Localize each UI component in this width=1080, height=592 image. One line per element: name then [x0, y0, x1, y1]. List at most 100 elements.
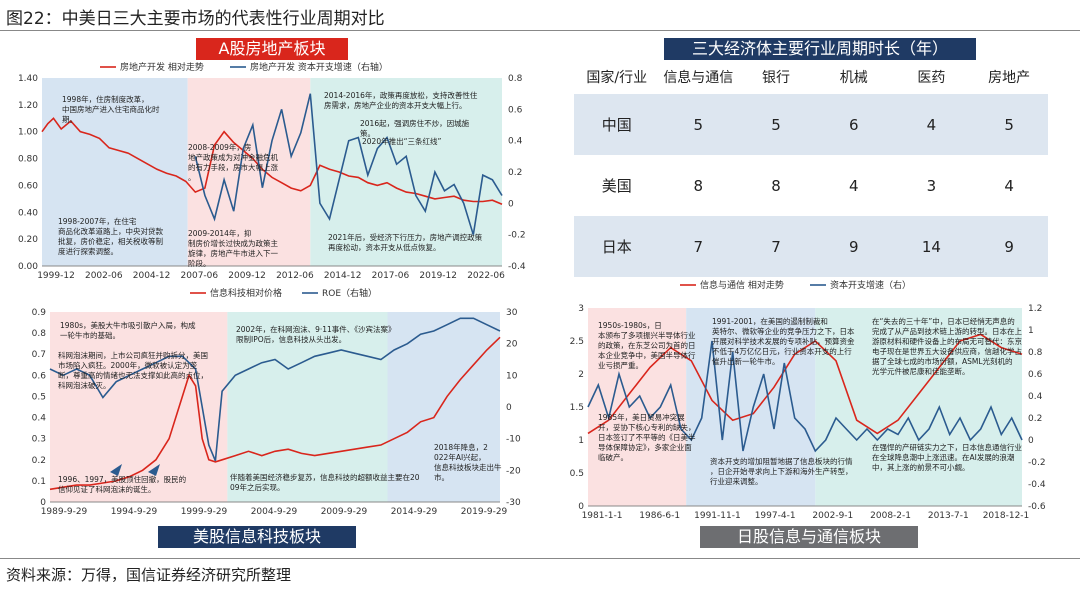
legend-label-1: 资本开支增速（右）	[830, 279, 911, 291]
y-right-tick: -30	[506, 498, 521, 508]
table-cell: 日本	[601, 238, 632, 256]
y-left-tick: 0.6	[32, 371, 47, 381]
table-header-cell: 医药	[917, 70, 946, 86]
y-left-tick: 3	[578, 304, 584, 314]
figure-title: 图22：中美日三大主要市场的代表性行业周期对比	[6, 9, 385, 29]
y-right-tick: 1.2	[1028, 304, 1042, 314]
annotation-5: 2018年降息，2 022年AI兴起，信息科技板块走出牛市。	[434, 442, 502, 482]
banner-jp-it: 日股信息与通信板块	[700, 526, 918, 548]
annotation-6: 2020年推出“三条红线”	[362, 136, 441, 146]
x-tick: 2002-06	[85, 271, 123, 281]
annotation-2: 1991-2001，在美国的遏制制裁和英特尔、微软等企业的竞争压力之下，日本开展…	[712, 316, 855, 366]
y-left-tick: 0.3	[32, 435, 46, 445]
table-cell: 8	[771, 176, 781, 195]
y-left-tick: 1.00	[18, 128, 38, 138]
table-cell: 5	[1004, 115, 1014, 134]
x-tick: 2009-9-29	[321, 507, 368, 517]
annotation-4: 在“失去的三十年”中，日本已经悄无声息的完成了从产品到技术链上游的转型。日本在上…	[872, 316, 1022, 376]
annotation-1: 1998-2007年，在住宅商品化改革道路上，中央对贷款批复，房价稳定，相关税收…	[58, 216, 163, 256]
y-right-tick: -0.2	[508, 231, 526, 241]
x-tick: 2007-06	[181, 271, 219, 281]
y-right-tick: 0	[1028, 436, 1034, 446]
annotation-3: 资本开支的增加阻暂地据了信息板块的行情，日企开始寻求向上下游和海外生产转型，行业…	[710, 456, 853, 486]
table-header-cell: 机械	[839, 70, 868, 86]
y-left-tick: 2.5	[570, 337, 584, 347]
arrow-1997	[148, 464, 160, 476]
y-left-tick: 0.9	[32, 308, 47, 318]
chart-a-share-real-estate: 1.401.201.000.800.600.400.200.000.80.60.…	[18, 61, 526, 281]
y-right-tick: 0.2	[1028, 414, 1042, 424]
period-band-1	[227, 312, 388, 502]
annotation-3: 2009-2014年，抑制房价增长过快成为政策主旋律，房地产牛市进入下一阶段。	[188, 228, 278, 268]
x-tick: 2013-7-1	[928, 511, 969, 521]
x-tick: 1989-9-29	[41, 507, 88, 517]
y-left-tick: 0	[40, 498, 46, 508]
source-note: 资料来源：万得，国信证券经济研究所整理	[6, 566, 292, 584]
annotation-0: 1998年，住房制度改革，中国房地产进入住宅商品化时期。	[62, 94, 160, 124]
period-band-0	[50, 312, 228, 502]
y-left-tick: 1.20	[18, 101, 38, 111]
x-tick: 1999-12	[37, 271, 75, 281]
period-band-1	[686, 308, 816, 506]
legend-label-1: ROE（右轴）	[322, 287, 377, 299]
series-line-0	[41, 117, 503, 205]
table-cell: 4	[926, 115, 937, 134]
annotation-4: 2014-2016年，政策再度放松，支持改善性住房需求，房地产企业的资本开支大幅…	[324, 90, 478, 110]
y-left-tick: 0.7	[32, 350, 46, 360]
bottom-rule	[0, 558, 1080, 559]
y-left-tick: 0.60	[18, 181, 38, 191]
banner-a-share: A股房地产板块	[196, 38, 348, 60]
table-cell: 5	[693, 115, 704, 134]
table-cell: 3	[926, 176, 937, 195]
y-left-tick: 2	[578, 370, 584, 380]
y-left-tick: 0.80	[18, 155, 38, 165]
arrow-1996	[110, 464, 122, 476]
chart-us-it: 0.9 0.8 0.7 0.6 0.5 0.4 0.3 0.2 0.1 0 30 20 10 0 -10 -2…	[32, 287, 521, 517]
y-left-tick: 0.4	[32, 414, 47, 424]
y-left-tick: 0.8	[32, 329, 47, 339]
table-cell: 9	[848, 237, 859, 256]
y-right-tick: 0.6	[1028, 370, 1043, 380]
y-right-tick: -0.4	[508, 262, 526, 272]
y-left-tick: 1.5	[570, 403, 584, 413]
table-cell: 美国	[601, 177, 632, 195]
y-left-tick: 0.5	[32, 392, 46, 402]
x-tick: 2004-12	[133, 271, 171, 281]
y-right-tick: 30	[506, 308, 518, 318]
y-right-tick: 0.4	[508, 137, 523, 147]
x-tick: 2019-9-29	[461, 507, 508, 517]
table-row: 日本 7 7 9 14 9	[574, 216, 1048, 277]
table-row: 美国 8 8 4 3 4	[574, 155, 1048, 216]
annotation-5: 2016起，强调房住不炒，因城施策。	[360, 118, 470, 138]
table-cell: 4	[848, 176, 859, 195]
y-right-tick: 1	[1028, 326, 1034, 336]
x-tick: 2017-06	[372, 271, 410, 281]
series-line-0	[49, 336, 501, 491]
x-tick: 2014-12	[324, 271, 362, 281]
y-right-tick: -0.4	[1028, 480, 1046, 490]
annotation-0: 1980s，美股大牛市吸引散户入局，构成一轮牛市的基础。	[60, 320, 196, 340]
table-header-cell: 银行	[762, 70, 791, 86]
table-cell: 5	[771, 115, 781, 134]
x-tick: 2018-12-1	[983, 511, 1030, 521]
annotation-4: 伴随着美国经济稳步复苏，信息科技的超额收益主要在20 09年之后实现。	[230, 472, 420, 492]
series-line-1	[587, 340, 1023, 453]
table-cell: 4	[1004, 176, 1014, 195]
x-tick: 1999-9-29	[181, 507, 228, 517]
y-left-tick: 0.2	[32, 456, 46, 466]
y-right-tick: -0.2	[1028, 458, 1046, 468]
y-right-tick: -20	[506, 466, 521, 476]
y-right-tick: 0	[506, 403, 512, 413]
legend-label-0: 房地产开发 相对走势	[120, 61, 204, 73]
x-tick: 2002-9-1	[812, 511, 853, 521]
x-tick: 2009-12	[228, 271, 266, 281]
table-header-row: 国家/行业 信息与通信 银行 机械 医药 房地产	[574, 60, 1048, 94]
series-line-1	[49, 317, 501, 462]
y-right-tick: 10	[506, 371, 518, 381]
x-tick: 1986-6-1	[639, 511, 680, 521]
x-tick: 2012-06	[276, 271, 314, 281]
y-left-tick: 1.40	[18, 74, 38, 84]
annotation-3: 2002年，在科网泡沫、9·11事件、《沙宾法案》限制IPO后，信息科技从头出发…	[236, 324, 396, 344]
series-line-1	[194, 93, 503, 235]
y-left-tick: 0	[578, 502, 584, 512]
